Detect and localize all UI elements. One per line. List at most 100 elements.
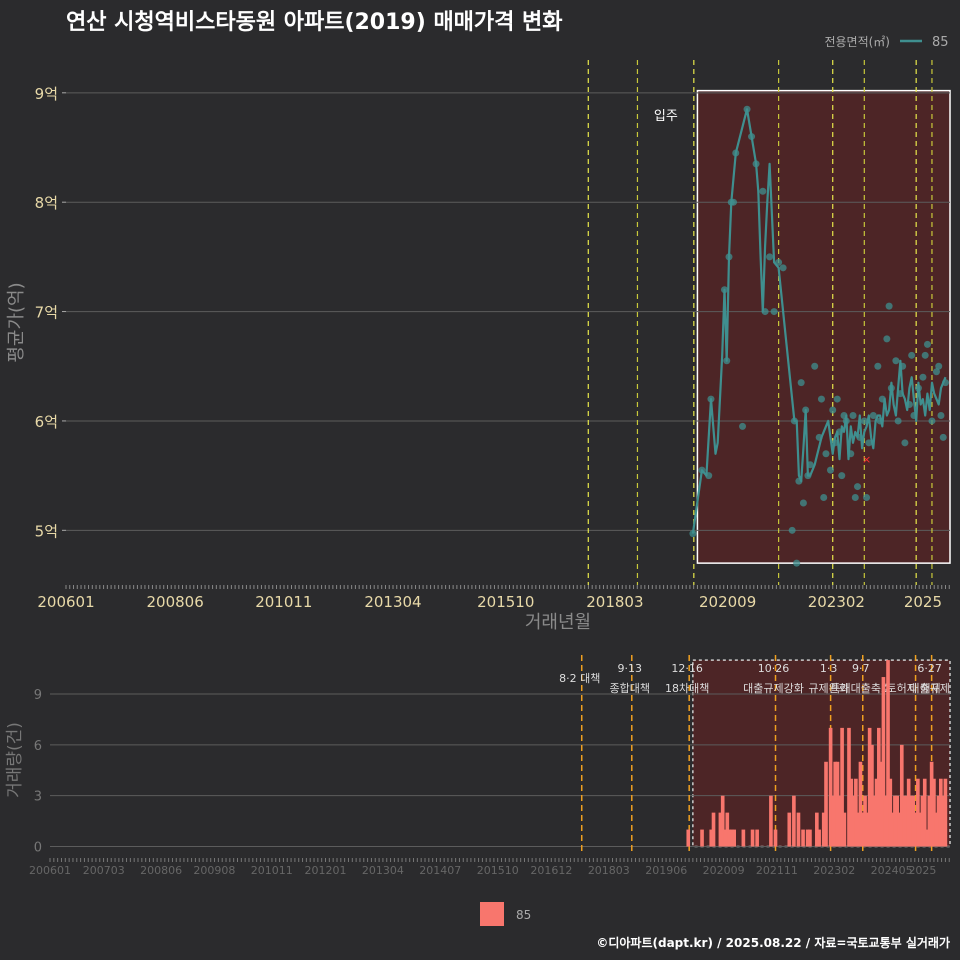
volume-bar — [815, 812, 819, 847]
price-point — [885, 302, 893, 310]
volume-x-tick-label: 200908 — [193, 864, 235, 877]
volume-bar — [925, 829, 929, 847]
volume-x-tick-label: 202111 — [756, 864, 798, 877]
price-y-tick-label: 8억 — [35, 194, 58, 212]
policy-date-label: 12·16 — [671, 662, 703, 675]
volume-bar — [837, 795, 842, 847]
price-x-tick-label: 201011 — [255, 593, 312, 611]
volume-bar — [831, 795, 835, 847]
volume-bar — [750, 829, 755, 847]
price-y-tick-label: 6억 — [35, 413, 58, 431]
volume-x-tick-label: 202009 — [703, 864, 745, 877]
volume-bar — [918, 812, 922, 847]
volume-x-tick-label: 201011 — [251, 864, 293, 877]
volume-bar — [863, 795, 867, 847]
policy-date-label: 6·27 — [917, 662, 942, 675]
volume-bar — [801, 829, 805, 847]
volume-bar — [824, 761, 828, 847]
volume-y-axis-label: 거래량(건) — [5, 722, 25, 798]
volume-bar — [858, 761, 863, 847]
price-x-tick-label: 201510 — [477, 593, 534, 611]
volume-bar — [840, 727, 844, 847]
volume-bar — [833, 761, 838, 847]
volume-x-tick-label: 201304 — [362, 864, 404, 877]
volume-bar — [792, 795, 796, 847]
price-point — [793, 559, 801, 567]
price-point — [923, 340, 931, 348]
volume-bar — [835, 761, 840, 847]
volume-bar — [870, 744, 874, 847]
volume-bar — [888, 778, 893, 847]
price-point — [935, 362, 943, 370]
volume-bar — [805, 829, 810, 847]
volume-bar — [842, 812, 847, 847]
volume-bar — [872, 795, 877, 847]
price-x-tick-label: 2025 — [904, 593, 942, 611]
price-point — [869, 411, 877, 419]
policy-name-label: 종합대책 — [610, 682, 650, 695]
price-point — [838, 472, 846, 480]
volume-bar — [909, 795, 913, 847]
legend-label: 85 — [932, 35, 949, 50]
price-x-axis-label: 거래년월 — [525, 612, 591, 633]
policy-date-label: 8·2 대책 — [559, 672, 600, 685]
volume-bar — [847, 727, 851, 847]
price-point — [820, 494, 828, 501]
volume-legend-label: 85 — [516, 908, 531, 922]
chart-title: 연산 시청역비스타동원 아파트(2019) 매매가격 변화 — [66, 10, 563, 35]
volume-bar — [906, 778, 911, 847]
volume-bar — [913, 812, 918, 847]
volume-bar — [730, 829, 734, 847]
price-point — [883, 335, 891, 343]
policy-name-label: 규제완화 — [808, 682, 848, 695]
volume-bar — [938, 778, 943, 847]
policy-name-label: 18차대책 — [665, 682, 709, 695]
volume-x-tick-label: 200601 — [29, 864, 71, 877]
price-point — [851, 494, 859, 501]
policy-name-label: 토허제 해제 — [887, 681, 941, 695]
volume-x-tick-label: 202405 — [871, 864, 913, 877]
volume-bar — [856, 812, 860, 847]
price-point — [932, 368, 940, 376]
price-point — [928, 417, 936, 425]
price-point — [829, 406, 837, 414]
volume-bar — [732, 829, 737, 847]
volume-bar — [936, 795, 941, 847]
price-point — [826, 466, 834, 474]
volume-legend-swatch — [480, 902, 504, 926]
price-point — [799, 499, 807, 507]
volume-bar — [877, 727, 881, 847]
volume-bar — [769, 795, 773, 847]
price-point — [739, 422, 747, 430]
volume-x-tick-label: 201510 — [477, 864, 519, 877]
volume-bar — [725, 812, 730, 847]
price-point — [833, 395, 841, 403]
volume-bar — [808, 829, 812, 847]
volume-bar — [718, 812, 723, 847]
policy-date-label: 9·7 — [852, 662, 870, 675]
price-point — [908, 351, 916, 359]
price-point — [874, 362, 882, 370]
price-point — [854, 483, 862, 491]
volume-bar — [849, 778, 854, 847]
price-point — [759, 187, 767, 195]
price-x-tick-label: 202302 — [808, 593, 865, 611]
volume-bar — [904, 795, 909, 847]
volume-bar — [929, 761, 934, 847]
price-point — [849, 411, 857, 419]
volume-x-tick-label: 201407 — [419, 864, 461, 877]
price-point — [779, 264, 787, 272]
latest-marker: × — [862, 453, 871, 466]
volume-y-tick-label: 3 — [34, 790, 42, 805]
volume-bar — [711, 812, 716, 847]
price-series-line-85 — [691, 108, 947, 534]
volume-bar — [851, 795, 856, 847]
volume-bar — [916, 778, 920, 847]
price-x-tick-label: 201803 — [586, 593, 643, 611]
volume-bar — [854, 778, 858, 847]
price-point — [860, 417, 868, 425]
source-credit: ©디아파트(dapt.kr) / 2025.08.22 / 자료=국토교통부 실… — [596, 936, 950, 950]
price-point — [921, 351, 929, 359]
volume-bar — [741, 829, 746, 847]
